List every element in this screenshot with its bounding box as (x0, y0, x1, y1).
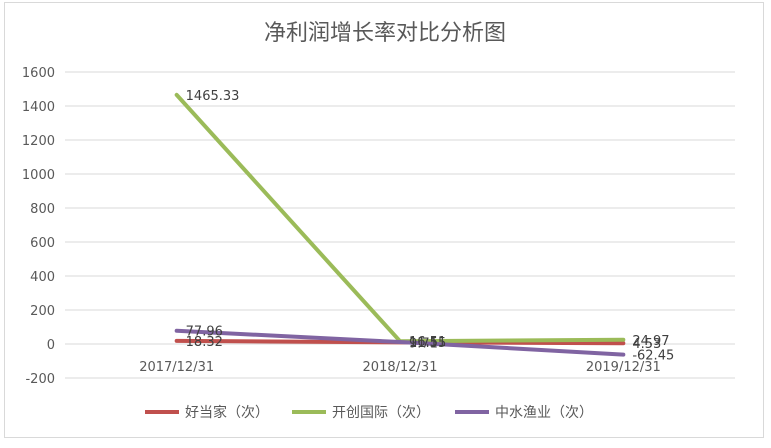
data-label: 11.55 (409, 336, 446, 351)
y-tick-label: 1200 (22, 134, 55, 149)
chart-frame (4, 2, 764, 438)
legend-label: 开创国际（次） (332, 405, 430, 421)
x-tick-label: 2018/12/31 (363, 360, 438, 375)
legend-label: 中水渔业（次） (495, 405, 593, 421)
y-tick-label: 1400 (22, 100, 55, 115)
x-tick-label: 2017/12/31 (139, 360, 214, 375)
y-tick-label: 800 (30, 202, 55, 217)
x-axis-tick-labels: 2017/12/31 2018/12/31 2019/12/31 (139, 360, 661, 375)
legend: 好当家（次） 开创国际（次） 中水渔业（次） (145, 404, 593, 421)
data-label: 18.32 (186, 335, 223, 350)
data-labels: 18.32 9.71 4.53 1465.33 16.51 24.97 77.96 11.55… (186, 89, 675, 364)
y-tick-label: 1000 (22, 168, 55, 183)
gridlines (65, 71, 735, 379)
legend-label: 好当家（次） (185, 404, 269, 421)
data-label: 1465.33 (186, 89, 240, 104)
y-tick-label: 1600 (22, 66, 55, 81)
data-label: 4.53 (632, 337, 661, 352)
series-line (174, 92, 626, 344)
data-label: 16.51 (409, 335, 446, 350)
chart-title: 净利润增长率对比分析图 (264, 21, 506, 46)
y-tick-label: 600 (30, 236, 55, 251)
series-line (174, 328, 626, 357)
data-label: 24.97 (632, 334, 669, 349)
data-label: 77.96 (186, 325, 223, 340)
y-tick-label: 400 (30, 270, 55, 285)
data-label: 9.71 (409, 336, 438, 351)
series-lines (174, 92, 626, 357)
y-axis-tick-labels: -200 0 200 400 600 800 1000 1200 1400 1600 (22, 66, 55, 387)
y-tick-label: 0 (47, 338, 55, 353)
data-label: -62.45 (632, 349, 674, 364)
y-tick-label: -200 (25, 372, 55, 387)
y-tick-label: 200 (30, 304, 55, 319)
x-tick-label: 2019/12/31 (586, 360, 661, 375)
